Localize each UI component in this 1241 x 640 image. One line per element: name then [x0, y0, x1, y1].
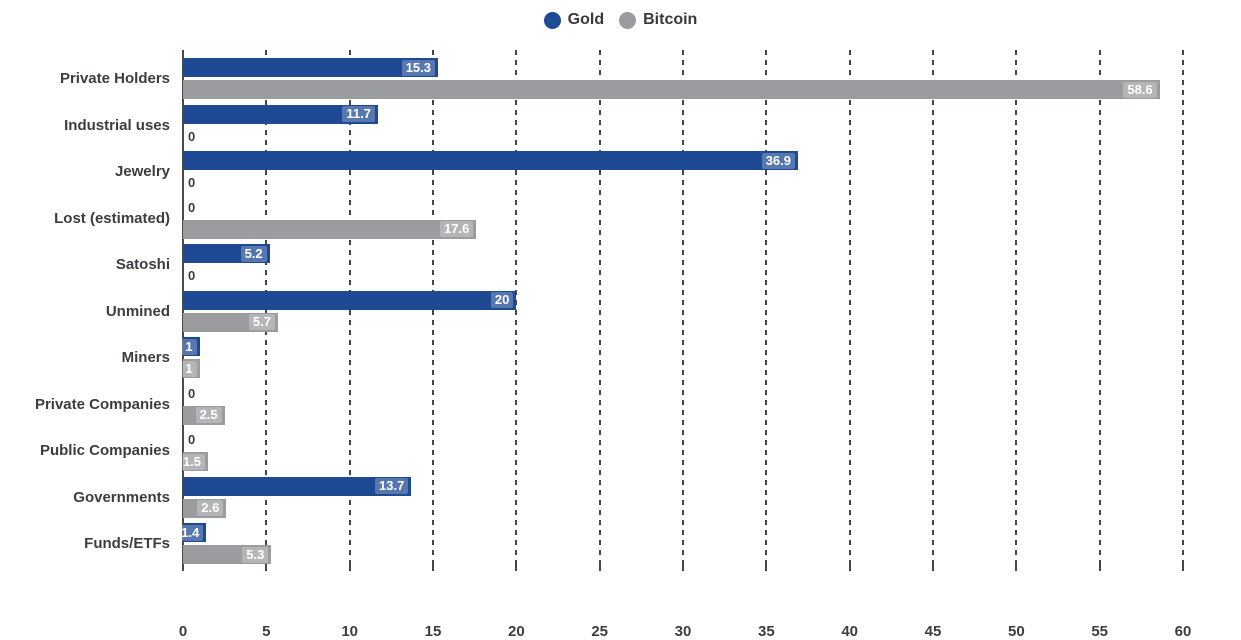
bar-value-label: 17.6: [440, 221, 474, 237]
zero-value-label: 0: [188, 432, 196, 447]
bar-value-label: 1.5: [178, 453, 205, 470]
category-label: Lost (estimated): [54, 209, 170, 227]
bar-bitcoin: 5.3: [183, 545, 272, 564]
plot-area: 0 5 10 15 20 25 30 35 40 45 50 55 60 15.3 58.6 11.7 0 36.…: [177, 50, 1191, 640]
bar-value-label: 58.6: [1123, 81, 1157, 98]
x-axis-tick: [1015, 565, 1018, 571]
x-axis-tick: [682, 565, 684, 571]
bar-bitcoin: 58.6: [183, 80, 1160, 99]
bar-bitcoin: 1: [181, 359, 200, 378]
category-label: Miners: [121, 349, 170, 366]
bar-bitcoin: 5.7: [183, 312, 278, 332]
x-gridline: [598, 50, 601, 565]
x-axis-tick: [432, 565, 434, 571]
legend-item-bitcoin: Bitcoin: [619, 11, 697, 29]
category-label: Funds/ETFs: [84, 535, 170, 552]
bar-value-label: 1: [181, 360, 197, 377]
category-label: Jewelry: [114, 163, 170, 180]
x-axis-tick: [932, 565, 934, 571]
bar-value-label: 5.7: [248, 314, 275, 330]
x-gridline: [1182, 50, 1184, 565]
category-label: Private Holders: [59, 70, 170, 87]
bitcoin-legend-dot-icon: [619, 11, 637, 29]
bar-gold: 1: [181, 337, 200, 356]
zero-value-label: 0: [188, 385, 196, 401]
x-axis-tick: [515, 565, 518, 571]
bar-bitcoin: 17.6: [183, 219, 477, 239]
bar-value-label: 2.5: [195, 407, 222, 423]
bar-value-label: 1: [181, 338, 197, 355]
x-gridline: [765, 50, 768, 565]
bar-bitcoin: 2.5: [183, 405, 225, 425]
x-gridline: [848, 50, 851, 565]
gold-legend-dot-icon: [543, 11, 561, 29]
legend-item-gold: Gold: [543, 11, 605, 29]
zero-value-label: 0: [188, 199, 196, 215]
bar-value-label: 20: [490, 292, 514, 308]
x-gridline: [682, 50, 684, 565]
bar-gold: 11.7: [183, 104, 378, 124]
bar-gold: 1.4: [177, 523, 207, 542]
bar-value-label: 5.3: [242, 546, 269, 563]
x-axis-tick: [1182, 565, 1184, 571]
x-gridline: [1015, 50, 1018, 565]
category-label: Governments: [73, 488, 170, 506]
legend: Gold Bitcoin: [0, 11, 1241, 29]
zero-value-label: 0: [188, 175, 196, 190]
x-gridline: [932, 50, 934, 565]
x-axis-tick: [265, 565, 268, 571]
bar-value-label: 11.7: [342, 106, 375, 122]
legend-label-bitcoin: Bitcoin: [643, 11, 698, 28]
x-axis-tick: [1098, 565, 1101, 571]
x-gridline: [1098, 50, 1101, 565]
bar-value-label: 5.2: [240, 245, 267, 262]
zero-value-label: 0: [188, 268, 196, 283]
bar-value-label: 15.3: [401, 59, 435, 76]
bar-value-label: 36.9: [761, 152, 795, 169]
x-axis-tick: [765, 565, 768, 571]
category-label: Private Companies: [34, 395, 170, 413]
y-axis-line: [182, 50, 184, 571]
bar-value-label: 2.6: [197, 500, 224, 516]
gold-vs-bitcoin-bar-chart: Gold Bitcoin Private Holders Industrial u…: [0, 11, 1241, 640]
bar-gold: 20: [183, 290, 517, 310]
bar-bitcoin: 2.6: [183, 498, 227, 518]
bar-gold: 5.2: [183, 244, 270, 263]
zero-value-label: 0: [188, 128, 196, 144]
x-axis-tick: [848, 565, 851, 571]
category-label: Unmined: [105, 302, 170, 320]
category-label: Public Companies: [39, 442, 170, 459]
x-axis-tick: [348, 565, 351, 571]
x-gridline: [515, 50, 518, 565]
category-label: Industrial uses: [64, 116, 170, 134]
bar-gold: 13.7: [183, 476, 412, 496]
category-label: Satoshi: [115, 256, 170, 273]
bar-value-label: 13.7: [375, 478, 409, 494]
bar-gold: 15.3: [183, 58, 438, 77]
bar-bitcoin: 1.5: [178, 452, 208, 471]
legend-label-gold: Gold: [567, 11, 605, 28]
x-axis-tick: [598, 565, 601, 571]
bar-gold: 36.9: [183, 151, 798, 170]
bar-value-label: 1.4: [177, 524, 204, 541]
